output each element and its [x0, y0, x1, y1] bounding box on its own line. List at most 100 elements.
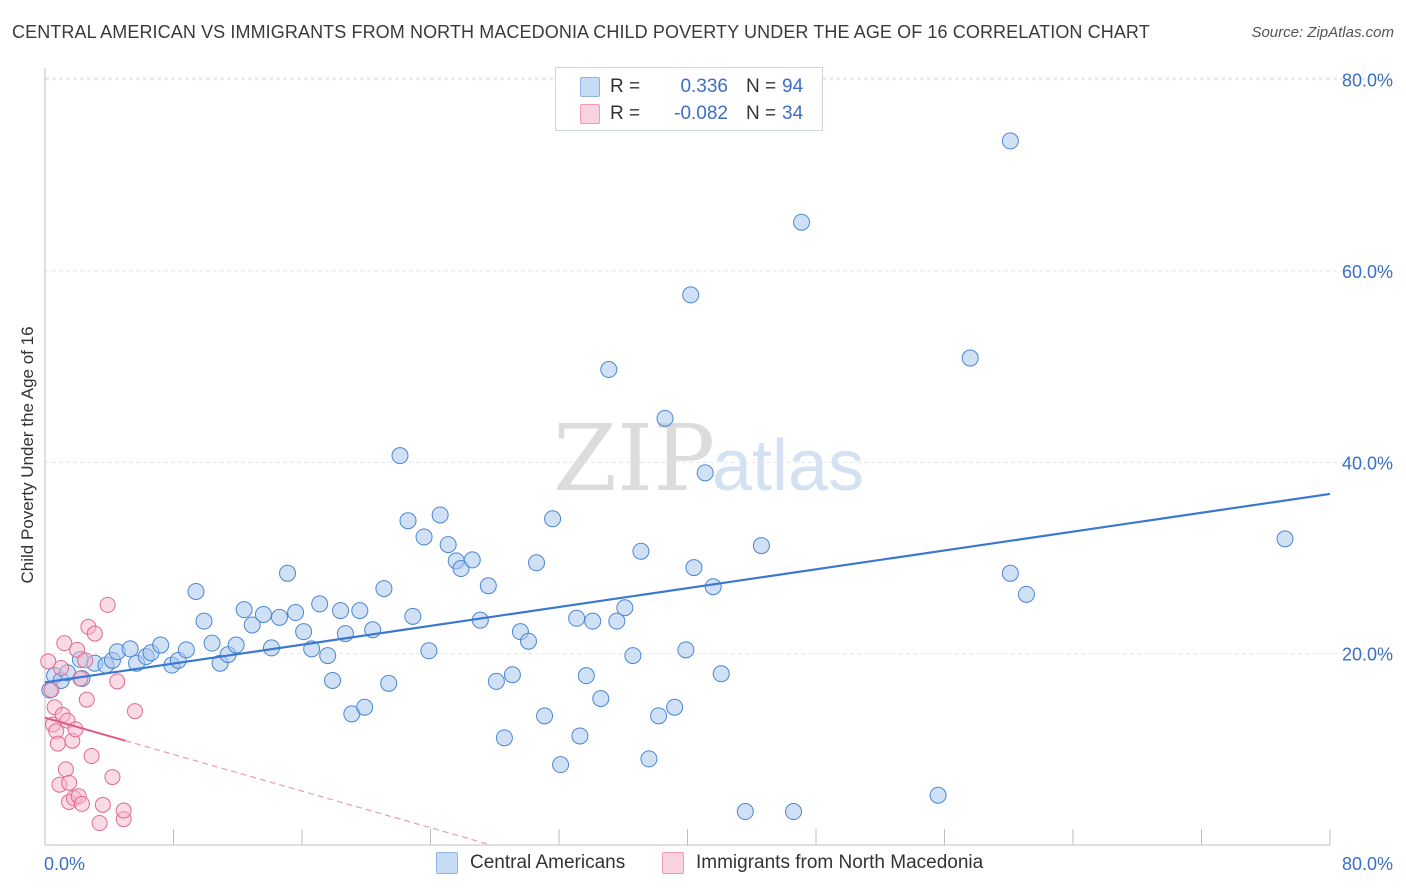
- data-point-central-americans: [319, 647, 337, 665]
- data-point-central-americans: [351, 602, 369, 620]
- legend-swatch-blue: [580, 77, 600, 97]
- trend-lines: [44, 492, 1331, 846]
- data-point-central-americans: [712, 665, 730, 683]
- data-point-central-americans: [571, 727, 589, 745]
- data-point-central-americans: [1276, 530, 1294, 548]
- stats-legend-row-north-macedonia: R = -0.082 N = 34: [580, 103, 803, 125]
- data-point-central-americans: [650, 707, 668, 725]
- data-point-central-americans: [528, 554, 546, 572]
- source-credit: Source: ZipAtlas.com: [1251, 24, 1394, 41]
- data-point-central-americans: [195, 612, 213, 630]
- data-point-central-americans: [785, 803, 803, 821]
- data-point-central-americans: [704, 578, 722, 596]
- legend-label: Immigrants from North Macedonia: [696, 852, 984, 873]
- data-point-north-macedonia: [40, 653, 57, 670]
- y-tick-label: 20.0%: [1342, 645, 1393, 665]
- stats-legend-row-central-americans: R = 0.336 N = 94: [580, 76, 803, 98]
- legend-label: Central Americans: [470, 852, 626, 873]
- data-point-central-americans: [235, 601, 253, 619]
- data-point-north-macedonia: [94, 796, 111, 813]
- data-point-central-americans: [696, 464, 714, 482]
- data-point-central-americans: [121, 640, 139, 658]
- data-point-central-americans: [479, 577, 497, 595]
- data-point-central-americans: [375, 580, 393, 598]
- data-point-central-americans: [616, 599, 634, 617]
- data-point-central-americans: [380, 674, 398, 692]
- series-legend: Central Americans Immigrants from North …: [0, 852, 1406, 878]
- data-point-central-americans: [666, 698, 684, 716]
- data-point-central-americans: [495, 729, 513, 747]
- data-point-north-macedonia: [49, 735, 66, 752]
- data-point-central-americans: [227, 636, 245, 654]
- data-point-central-americans: [1001, 132, 1019, 150]
- legend-item-central-americans: Central Americans: [436, 852, 625, 874]
- data-point-central-americans: [544, 510, 562, 528]
- trend-line-central-americans: [44, 492, 1331, 684]
- data-point-central-americans: [568, 609, 586, 627]
- data-point-central-americans: [177, 641, 195, 659]
- data-point-north-macedonia: [73, 795, 90, 812]
- data-point-central-americans: [503, 666, 521, 684]
- watermark-zip: ZIP: [553, 405, 715, 512]
- data-point-central-americans: [295, 623, 313, 641]
- data-point-north-macedonia: [99, 596, 116, 613]
- data-point-central-americans: [439, 536, 457, 554]
- data-point-central-americans: [682, 286, 700, 304]
- data-point-central-americans: [600, 361, 618, 379]
- data-point-central-americans: [415, 528, 433, 546]
- data-point-north-macedonia: [83, 748, 100, 765]
- data-point-central-americans: [752, 537, 770, 555]
- data-point-central-americans: [311, 595, 329, 613]
- data-point-central-americans: [243, 616, 261, 634]
- data-point-north-macedonia: [91, 814, 108, 831]
- data-point-central-americans: [929, 786, 947, 804]
- data-point-central-americans: [640, 750, 658, 768]
- data-point-central-americans: [632, 542, 650, 560]
- n-label: N =: [746, 76, 777, 97]
- data-point-central-americans: [332, 602, 350, 620]
- data-point-central-americans: [279, 564, 297, 582]
- data-point-north-macedonia: [43, 682, 60, 699]
- data-point-central-americans: [399, 512, 417, 530]
- data-point-central-americans: [452, 560, 470, 578]
- data-point-central-americans: [736, 803, 754, 821]
- data-point-central-americans: [356, 698, 374, 716]
- data-point-central-americans: [420, 642, 438, 660]
- data-point-north-macedonia: [86, 625, 103, 642]
- n-label: N =: [746, 103, 777, 124]
- data-point-north-macedonia: [69, 641, 86, 658]
- trend-line-north-macedonia: [44, 716, 126, 742]
- data-point-central-americans: [961, 349, 979, 367]
- data-point-central-americans: [608, 612, 626, 630]
- data-point-central-americans: [404, 607, 422, 625]
- chart-title: CENTRAL AMERICAN VS IMMIGRANTS FROM NORT…: [12, 22, 1150, 42]
- data-point-north-macedonia: [115, 802, 132, 819]
- watermark-atlas: atlas: [712, 426, 864, 506]
- data-point-central-americans: [656, 409, 674, 427]
- y-tick-label: 80.0%: [1342, 71, 1393, 91]
- r-value: -0.082: [674, 103, 728, 124]
- data-point-central-americans: [487, 672, 505, 690]
- data-point-central-americans: [287, 604, 305, 622]
- legend-swatch-blue: [436, 852, 458, 874]
- data-point-central-americans: [152, 636, 170, 654]
- y-tick-label: 40.0%: [1342, 453, 1393, 473]
- data-point-central-americans: [677, 641, 695, 659]
- data-point-central-americans: [254, 605, 272, 623]
- x-tick-label: 80.0%: [1342, 854, 1393, 874]
- stats-legend: R = 0.336 N = 94 R = -0.082 N = 34: [555, 67, 823, 131]
- trend-line-north-macedonia-extension: [125, 740, 492, 846]
- gridlines: [45, 77, 1392, 655]
- data-point-north-macedonia: [61, 774, 78, 791]
- data-point-central-americans: [203, 634, 221, 652]
- data-point-central-americans: [1017, 585, 1035, 603]
- watermark: ZIP atlas: [553, 405, 864, 512]
- data-point-central-americans: [391, 447, 409, 465]
- legend-swatch-pink: [580, 104, 600, 124]
- data-point-north-macedonia: [104, 769, 121, 786]
- data-point-central-americans: [1001, 564, 1019, 582]
- data-point-central-americans: [552, 756, 570, 774]
- data-point-north-macedonia: [77, 652, 94, 669]
- y-tick-label: 60.0%: [1342, 262, 1393, 282]
- r-value: 0.336: [680, 76, 728, 97]
